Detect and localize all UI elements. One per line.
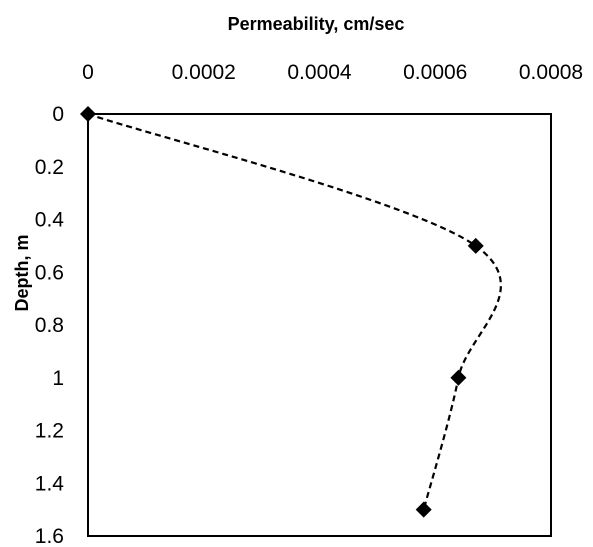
x-axis-ticks: 0 0.0002 0.0004 0.0006 0.0008 [82, 61, 583, 84]
data-point-marker [80, 106, 96, 122]
x-tick-label: 0.0006 [403, 61, 467, 84]
y-tick-label: 0.2 [35, 156, 64, 179]
plot-area [87, 113, 552, 537]
y-tick-label: 1 [52, 367, 64, 390]
y-tick-label: 1.6 [35, 525, 64, 547]
x-tick-label: 0.0008 [519, 61, 583, 84]
y-tick-label: 0.6 [35, 261, 64, 284]
data-point-marker [450, 369, 467, 386]
y-tick-label: 1.4 [35, 472, 65, 495]
x-tick-label: 0.0002 [172, 61, 236, 84]
y-tick-label: 1.2 [35, 420, 64, 443]
data-point-marker [467, 237, 484, 254]
x-tick-label: 0 [82, 61, 94, 84]
y-tick-label: 0.4 [35, 209, 65, 232]
y-axis-ticks: 0 0.2 0.4 0.6 0.8 1 1.2 1.4 1.6 [35, 103, 65, 547]
y-axis-title: Depth, m [12, 234, 32, 311]
series-line [87, 112, 502, 510]
y-tick-label: 0 [52, 103, 64, 126]
x-tick-label: 0.0004 [287, 61, 352, 84]
data-point-marker [415, 501, 432, 518]
y-tick-label: 0.8 [35, 314, 64, 337]
series-layer [80, 106, 502, 518]
x-axis-title: Permeability, cm/sec [228, 14, 405, 34]
